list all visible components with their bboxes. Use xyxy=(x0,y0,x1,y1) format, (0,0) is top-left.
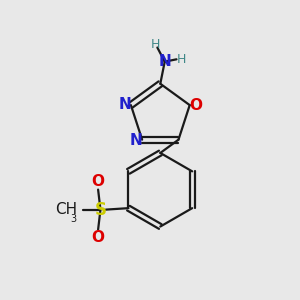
Text: H: H xyxy=(177,53,187,66)
Text: S: S xyxy=(94,201,106,219)
Text: O: O xyxy=(92,230,105,245)
Text: H: H xyxy=(150,38,160,50)
Text: N: N xyxy=(158,54,171,69)
Text: O: O xyxy=(92,174,105,189)
Text: 3: 3 xyxy=(71,214,77,224)
Text: O: O xyxy=(190,98,203,112)
Text: N: N xyxy=(118,97,131,112)
Text: N: N xyxy=(130,133,142,148)
Text: CH: CH xyxy=(55,202,77,217)
